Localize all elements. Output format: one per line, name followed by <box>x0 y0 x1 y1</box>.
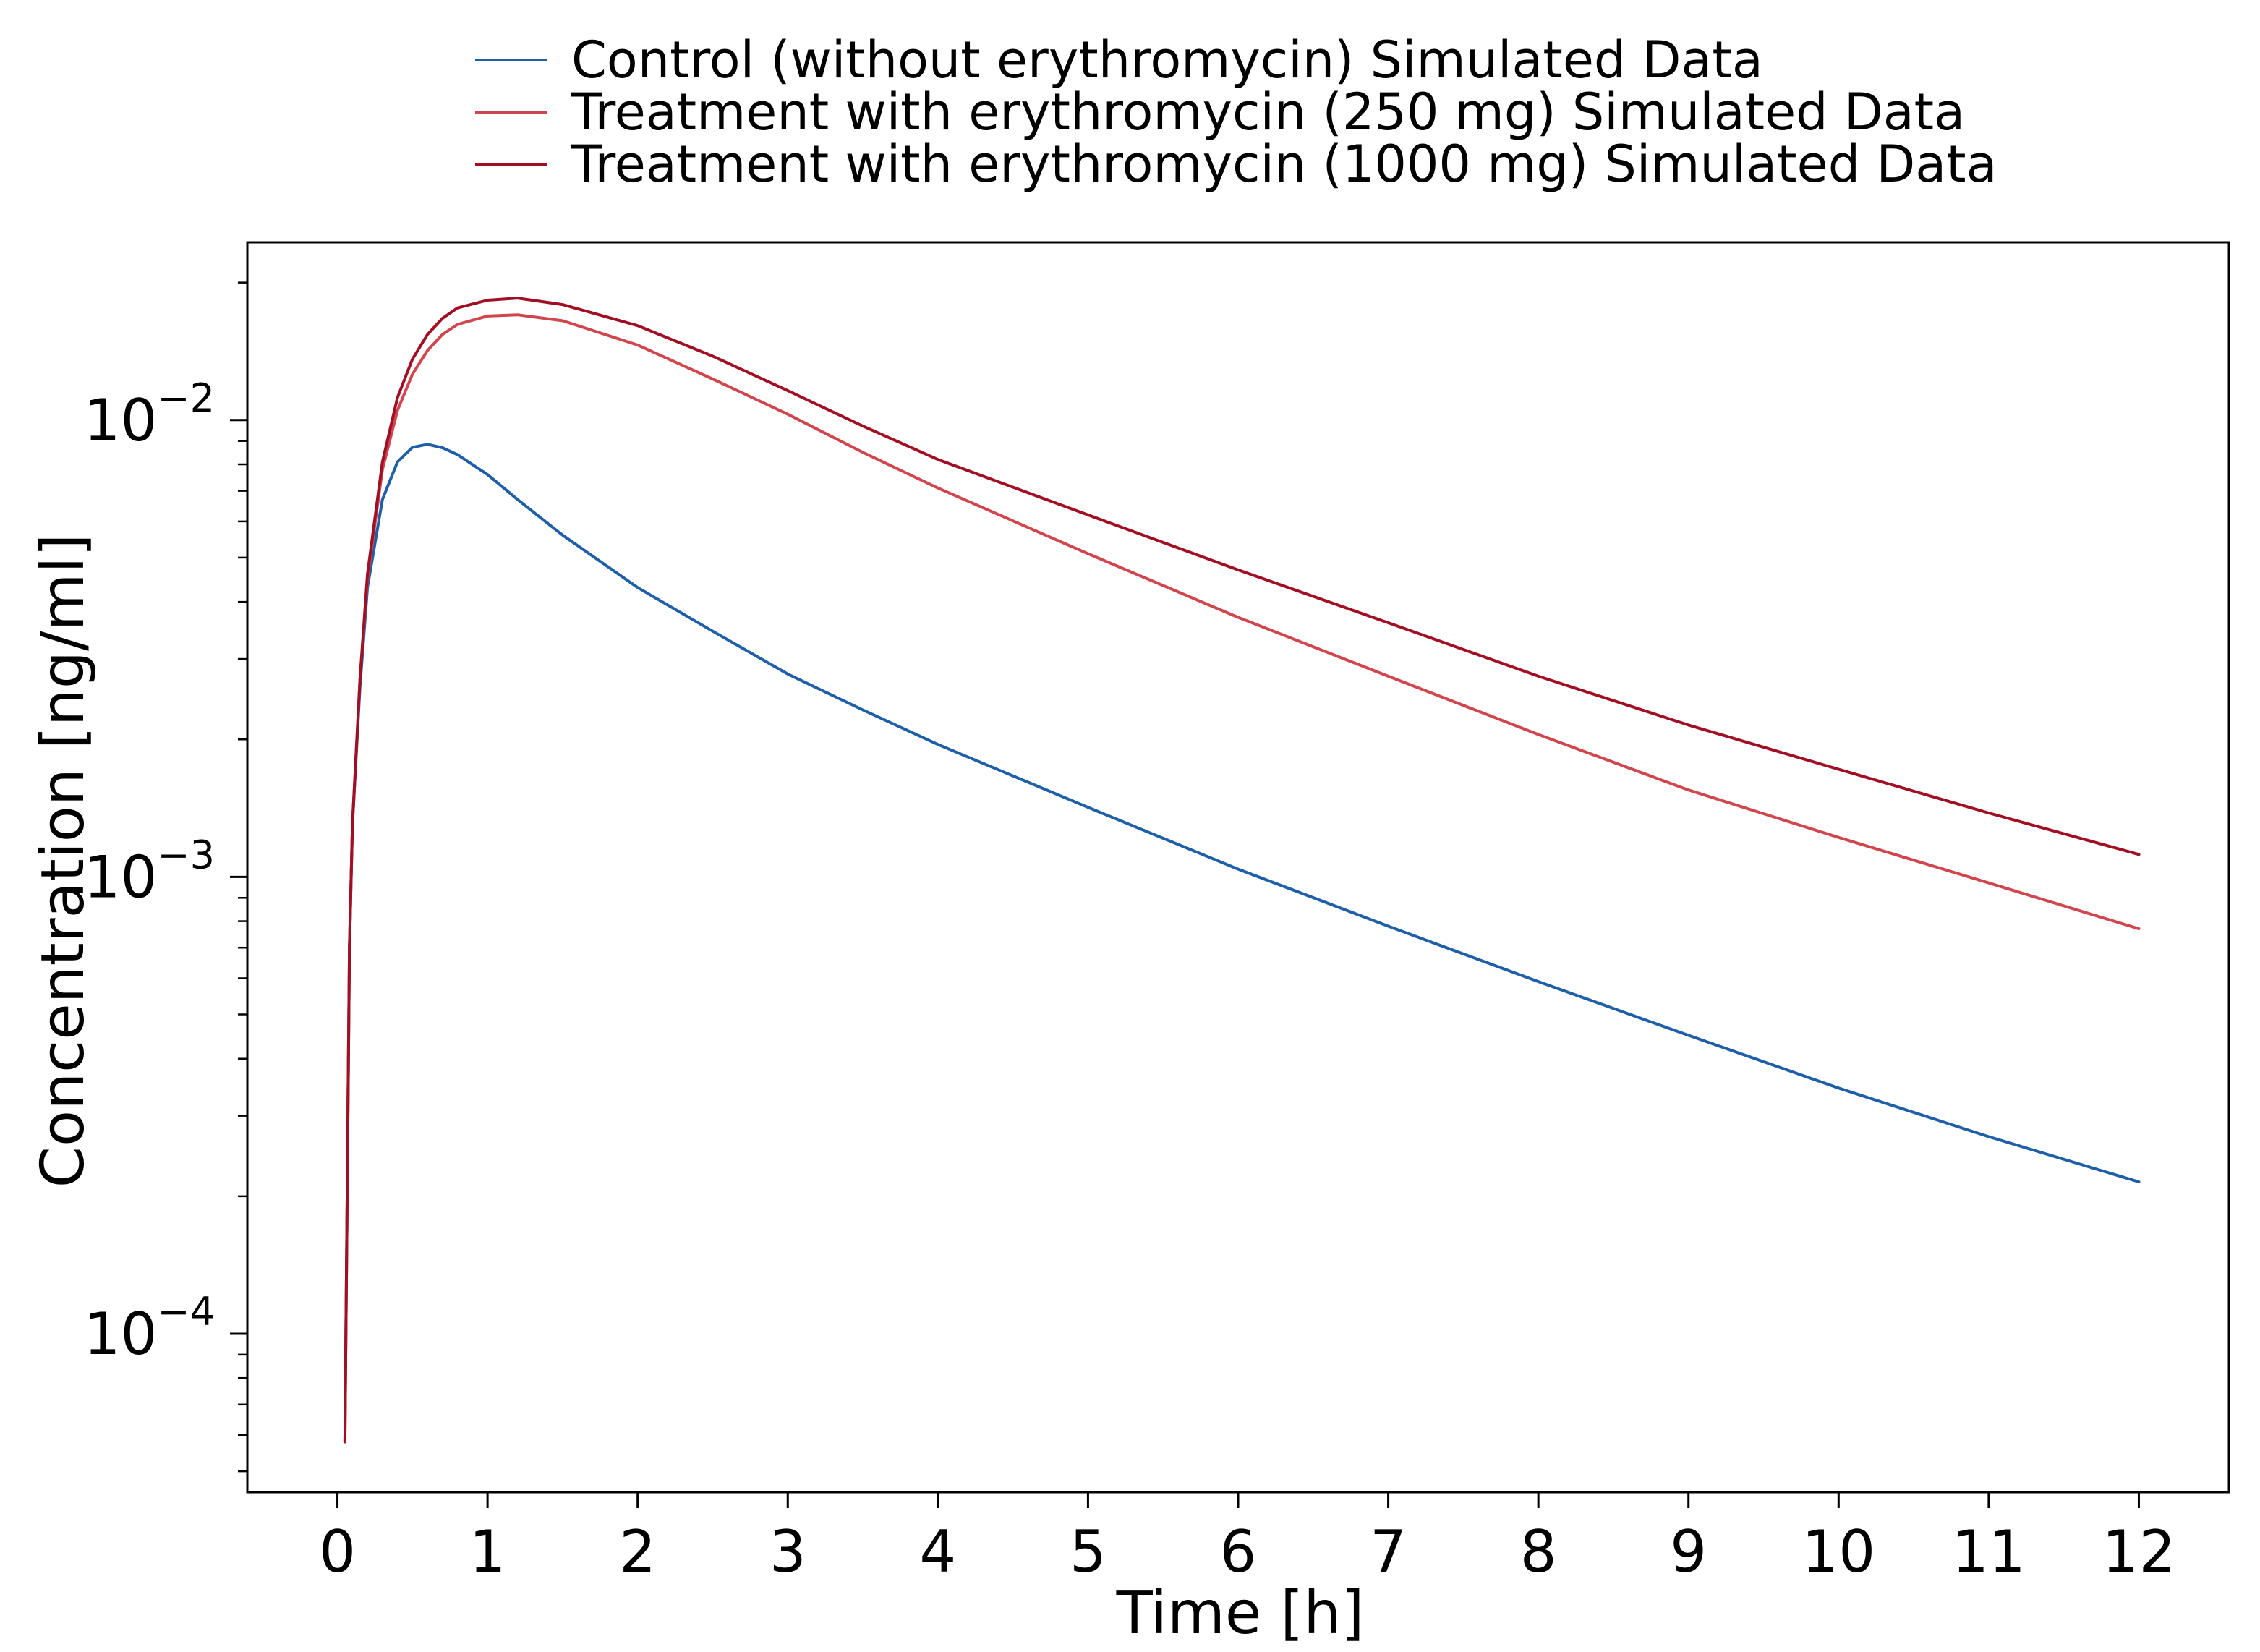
y-tick-exponent: −3 <box>157 832 215 877</box>
series-line <box>343 443 2141 1444</box>
series-line <box>343 297 2141 1444</box>
legend-label: Treatment with erythromycin (250 mg) Sim… <box>571 82 1965 142</box>
y-axis-label: Concentration [ng/ml] <box>29 534 98 1188</box>
y-tick-label: 10−2 <box>84 375 215 454</box>
y-tick-base: 10 <box>84 387 158 454</box>
x-tick-label: 2 <box>619 1518 656 1585</box>
x-axis: 0 1 2 3 4 5 6 7 8 9 10 11 12 <box>319 1492 2175 1585</box>
x-axis-label: Time [h] <box>1116 1579 1365 1648</box>
plot-frame <box>246 241 2230 1494</box>
y-tick-label: 10−3 <box>84 832 215 911</box>
x-tick-label: 11 <box>1952 1518 2026 1585</box>
x-tick-label: 3 <box>769 1518 806 1585</box>
x-tick-label: 10 <box>1801 1518 1875 1585</box>
series-layer <box>343 297 2141 1444</box>
x-tick-label: 1 <box>469 1518 506 1585</box>
x-tick-label: 4 <box>919 1518 956 1585</box>
y-tick-exponent: −4 <box>157 1289 215 1334</box>
legend-label: Control (without erythromycin) Simulated… <box>571 30 1763 90</box>
legend-label: Treatment with erythromycin (1000 mg) Si… <box>571 135 1997 194</box>
x-tick-label: 6 <box>1220 1518 1257 1585</box>
series-line <box>343 313 2141 1444</box>
x-tick-label: 7 <box>1370 1518 1407 1585</box>
legend: Control (without erythromycin) Simulated… <box>475 30 1997 194</box>
x-tick-label: 8 <box>1520 1518 1557 1585</box>
y-tick-base: 10 <box>84 843 158 911</box>
y-tick-exponent: −2 <box>157 375 215 421</box>
y-axis: 10−410−310−2 <box>84 281 247 1473</box>
x-tick-label: 5 <box>1070 1518 1106 1585</box>
x-tick-label: 9 <box>1670 1518 1707 1585</box>
x-tick-label: 12 <box>2102 1518 2176 1585</box>
x-tick-label: 0 <box>319 1518 356 1585</box>
y-tick-label: 10−4 <box>84 1289 215 1368</box>
y-tick-base: 10 <box>84 1300 158 1368</box>
